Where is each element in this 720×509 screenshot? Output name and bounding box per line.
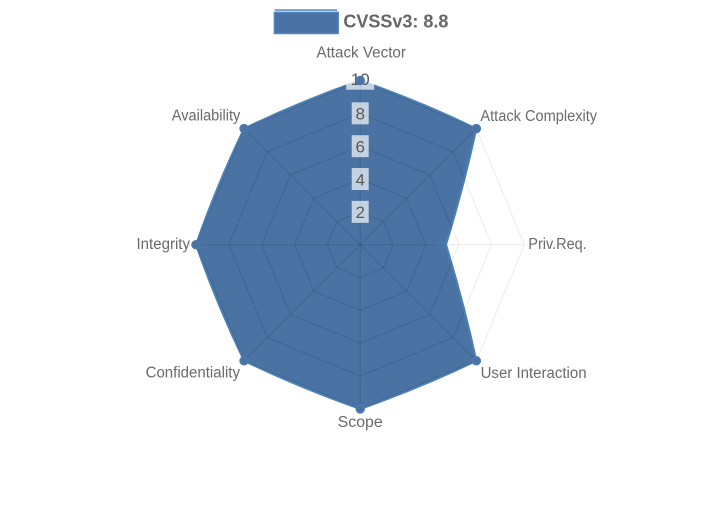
svg-text:Scope: Scope (338, 414, 383, 431)
svg-text:Attack Vector: Attack Vector (316, 45, 406, 62)
svg-text:Attack Complexity: Attack Complexity (480, 108, 597, 125)
svg-text:Confidentiality: Confidentiality (146, 364, 241, 381)
svg-text:Priv.Req.: Priv.Req. (528, 236, 586, 253)
svg-text:6: 6 (355, 137, 364, 156)
svg-text:CVSSv3: 8.8: CVSSv3: 8.8 (343, 12, 448, 32)
svg-text:2: 2 (355, 203, 364, 222)
svg-text:4: 4 (355, 170, 364, 189)
svg-text:Integrity: Integrity (137, 236, 191, 253)
svg-text:User Interaction: User Interaction (481, 365, 587, 382)
svg-text:Availability: Availability (172, 108, 241, 125)
svg-text:8: 8 (355, 105, 364, 124)
